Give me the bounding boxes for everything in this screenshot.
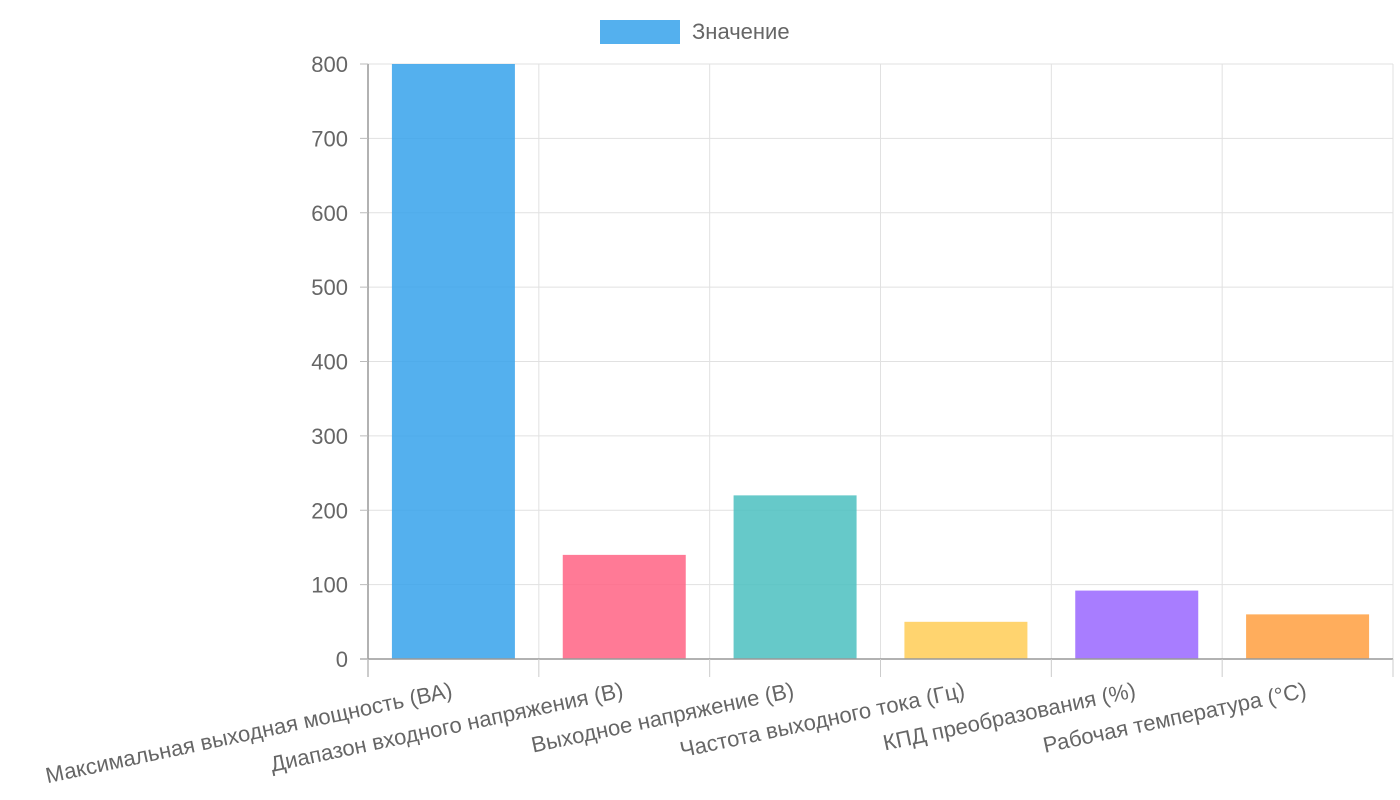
bar[interactable]: [391, 64, 515, 659]
legend-label: Значение: [692, 19, 790, 44]
grid: [367, 63, 1394, 660]
y-tick-label: 600: [311, 201, 348, 226]
y-tick-label: 500: [311, 275, 348, 300]
bar[interactable]: [904, 621, 1028, 659]
bar[interactable]: [562, 554, 686, 659]
y-tick-label: 800: [311, 52, 348, 77]
x-tick-label: Частота выходного тока (Гц): [678, 677, 967, 762]
axes: [360, 64, 1393, 677]
y-axis-ticks: 0 100 200 300 400 500 600 700 800: [311, 52, 368, 672]
x-axis-ticks: Максимальная выходная мощность (ВА)Диапа…: [43, 659, 1394, 788]
bars: [391, 64, 1370, 659]
bar[interactable]: [1246, 614, 1370, 659]
y-tick-label: 0: [336, 647, 348, 672]
y-tick-label: 700: [311, 126, 348, 151]
y-tick-label: 300: [311, 424, 348, 449]
legend-swatch: [600, 20, 680, 44]
y-tick-label: 400: [311, 350, 348, 375]
y-tick-label: 100: [311, 573, 348, 598]
y-tick-label: 200: [311, 498, 348, 523]
legend[interactable]: Значение: [600, 19, 790, 44]
bar[interactable]: [733, 495, 857, 659]
bar[interactable]: [1075, 590, 1199, 659]
